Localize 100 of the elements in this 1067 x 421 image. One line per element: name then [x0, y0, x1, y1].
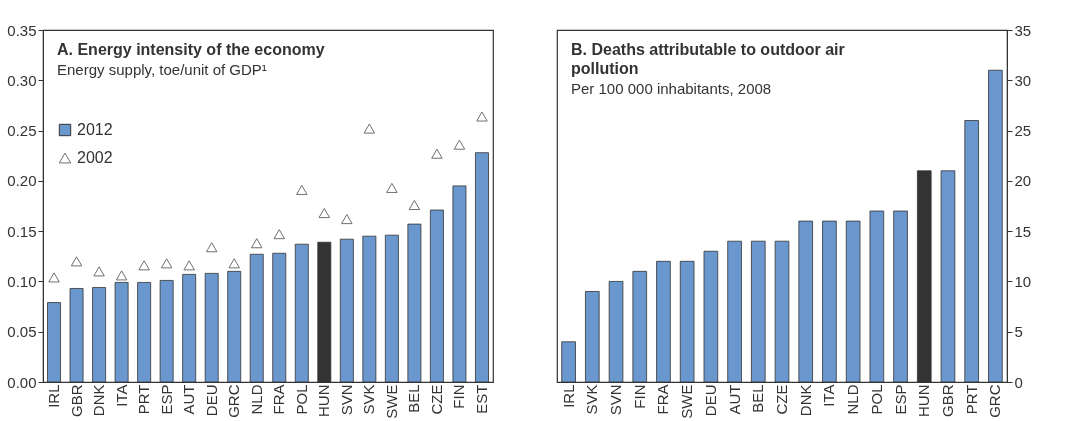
x-tick-label: GBR — [938, 384, 956, 418]
bar — [940, 170, 956, 383]
bar — [362, 235, 377, 383]
point — [250, 238, 263, 249]
x-tick-label: PRT — [135, 384, 153, 415]
point — [318, 208, 331, 219]
bar — [656, 260, 671, 383]
point — [93, 266, 105, 277]
y-tick-label: 0.35 — [7, 21, 37, 39]
x-tick-label: POL — [292, 384, 310, 415]
y2-tick-label: 30 — [1014, 71, 1032, 89]
text: A. Energy intensity of the economy — [57, 41, 325, 58]
x-tick-label: ITA — [112, 384, 130, 407]
bar — [798, 220, 813, 383]
point — [70, 256, 83, 267]
point — [476, 111, 488, 122]
point — [115, 270, 128, 281]
x-tick-label: ESP — [891, 384, 909, 415]
y2-tick-label: 35 — [1014, 21, 1032, 39]
bar — [429, 209, 444, 383]
bar — [227, 270, 242, 383]
point — [228, 258, 240, 269]
x-tick-label: HUN — [315, 384, 333, 417]
x-tick-label: DNK — [90, 384, 108, 417]
x-tick-label: FRA — [654, 384, 672, 415]
x-tick-label: SWE — [382, 384, 400, 419]
x-tick-label: FIN — [450, 384, 468, 409]
x-tick-label: SVK — [583, 384, 601, 415]
point — [408, 199, 421, 211]
x-tick-label: FRA — [270, 384, 288, 415]
point — [183, 260, 195, 271]
y-tick-label: 0.20 — [7, 172, 37, 190]
x-tick-label: IRL — [45, 384, 63, 408]
x-tick-label: GRC — [986, 384, 1004, 418]
bar — [137, 282, 152, 383]
x-tick-label: AUT — [725, 384, 743, 415]
x-tick-label: CZE — [773, 384, 790, 415]
y2-tick-label: 5 — [1014, 323, 1023, 341]
x-tick-label: ITA — [820, 384, 838, 407]
x-tick-label: BEL — [405, 384, 423, 413]
bar — [561, 341, 576, 383]
bar — [159, 280, 174, 383]
x-tick-label: SWE — [678, 384, 696, 419]
bar — [608, 281, 624, 383]
y2-tick-label: 25 — [1014, 122, 1032, 140]
y-tick-label: 0.15 — [7, 222, 37, 240]
bar — [774, 240, 790, 383]
bar — [845, 220, 861, 383]
bar — [69, 288, 84, 383]
bar — [47, 302, 61, 383]
y-tick-label: 0.05 — [7, 323, 37, 341]
point — [160, 258, 173, 269]
y-tick-label: 0.10 — [7, 272, 37, 290]
x-tick-label: DEU — [202, 384, 220, 417]
bar — [272, 252, 287, 383]
bar — [294, 243, 309, 383]
bar — [249, 253, 264, 383]
point — [296, 184, 308, 195]
bar — [916, 170, 932, 383]
point — [453, 139, 466, 150]
bar — [703, 250, 719, 383]
x-tick-label: DEU — [701, 384, 719, 417]
x-tick-label: NLD — [844, 384, 862, 415]
legend-label: 2002 — [77, 149, 113, 166]
x-tick-label: PRT — [962, 384, 980, 415]
bar — [475, 152, 489, 383]
point — [205, 242, 218, 253]
bar — [822, 220, 837, 383]
x-tick-label: GBR — [67, 384, 85, 418]
x-tick-label: BEL — [749, 384, 767, 413]
x-tick-label: FIN — [630, 384, 648, 409]
x-tick-label: DNK — [796, 384, 814, 417]
bar — [964, 120, 979, 383]
point — [363, 123, 376, 134]
x-tick-label: AUT — [180, 384, 198, 415]
y2-tick-label: 0 — [1014, 373, 1023, 391]
bar — [679, 260, 695, 383]
bar — [869, 210, 885, 383]
y2-tick-label: 10 — [1014, 272, 1032, 290]
y-tick-label: 0.30 — [7, 71, 37, 89]
text: Per 100 000 inhabitants, 2008 — [571, 80, 772, 97]
x-tick-label: ESP — [157, 384, 175, 415]
bar — [317, 241, 332, 383]
point — [48, 272, 60, 283]
x-tick-label: SVK — [360, 384, 378, 415]
bar — [751, 240, 766, 383]
bar — [727, 240, 742, 383]
bar — [92, 287, 107, 383]
x-tick-label: POL — [867, 384, 885, 415]
point — [386, 182, 398, 193]
bar — [988, 69, 1003, 383]
x-tick-label: EST — [472, 384, 490, 414]
bar — [182, 273, 197, 383]
bar — [585, 291, 600, 383]
bar — [452, 185, 467, 383]
text: Energy supply, toe/unit of GDP¹ — [57, 61, 267, 78]
legend-label: 2012 — [77, 121, 113, 138]
y2-tick-label: 15 — [1014, 222, 1032, 240]
bar — [204, 272, 219, 383]
point — [341, 214, 353, 225]
